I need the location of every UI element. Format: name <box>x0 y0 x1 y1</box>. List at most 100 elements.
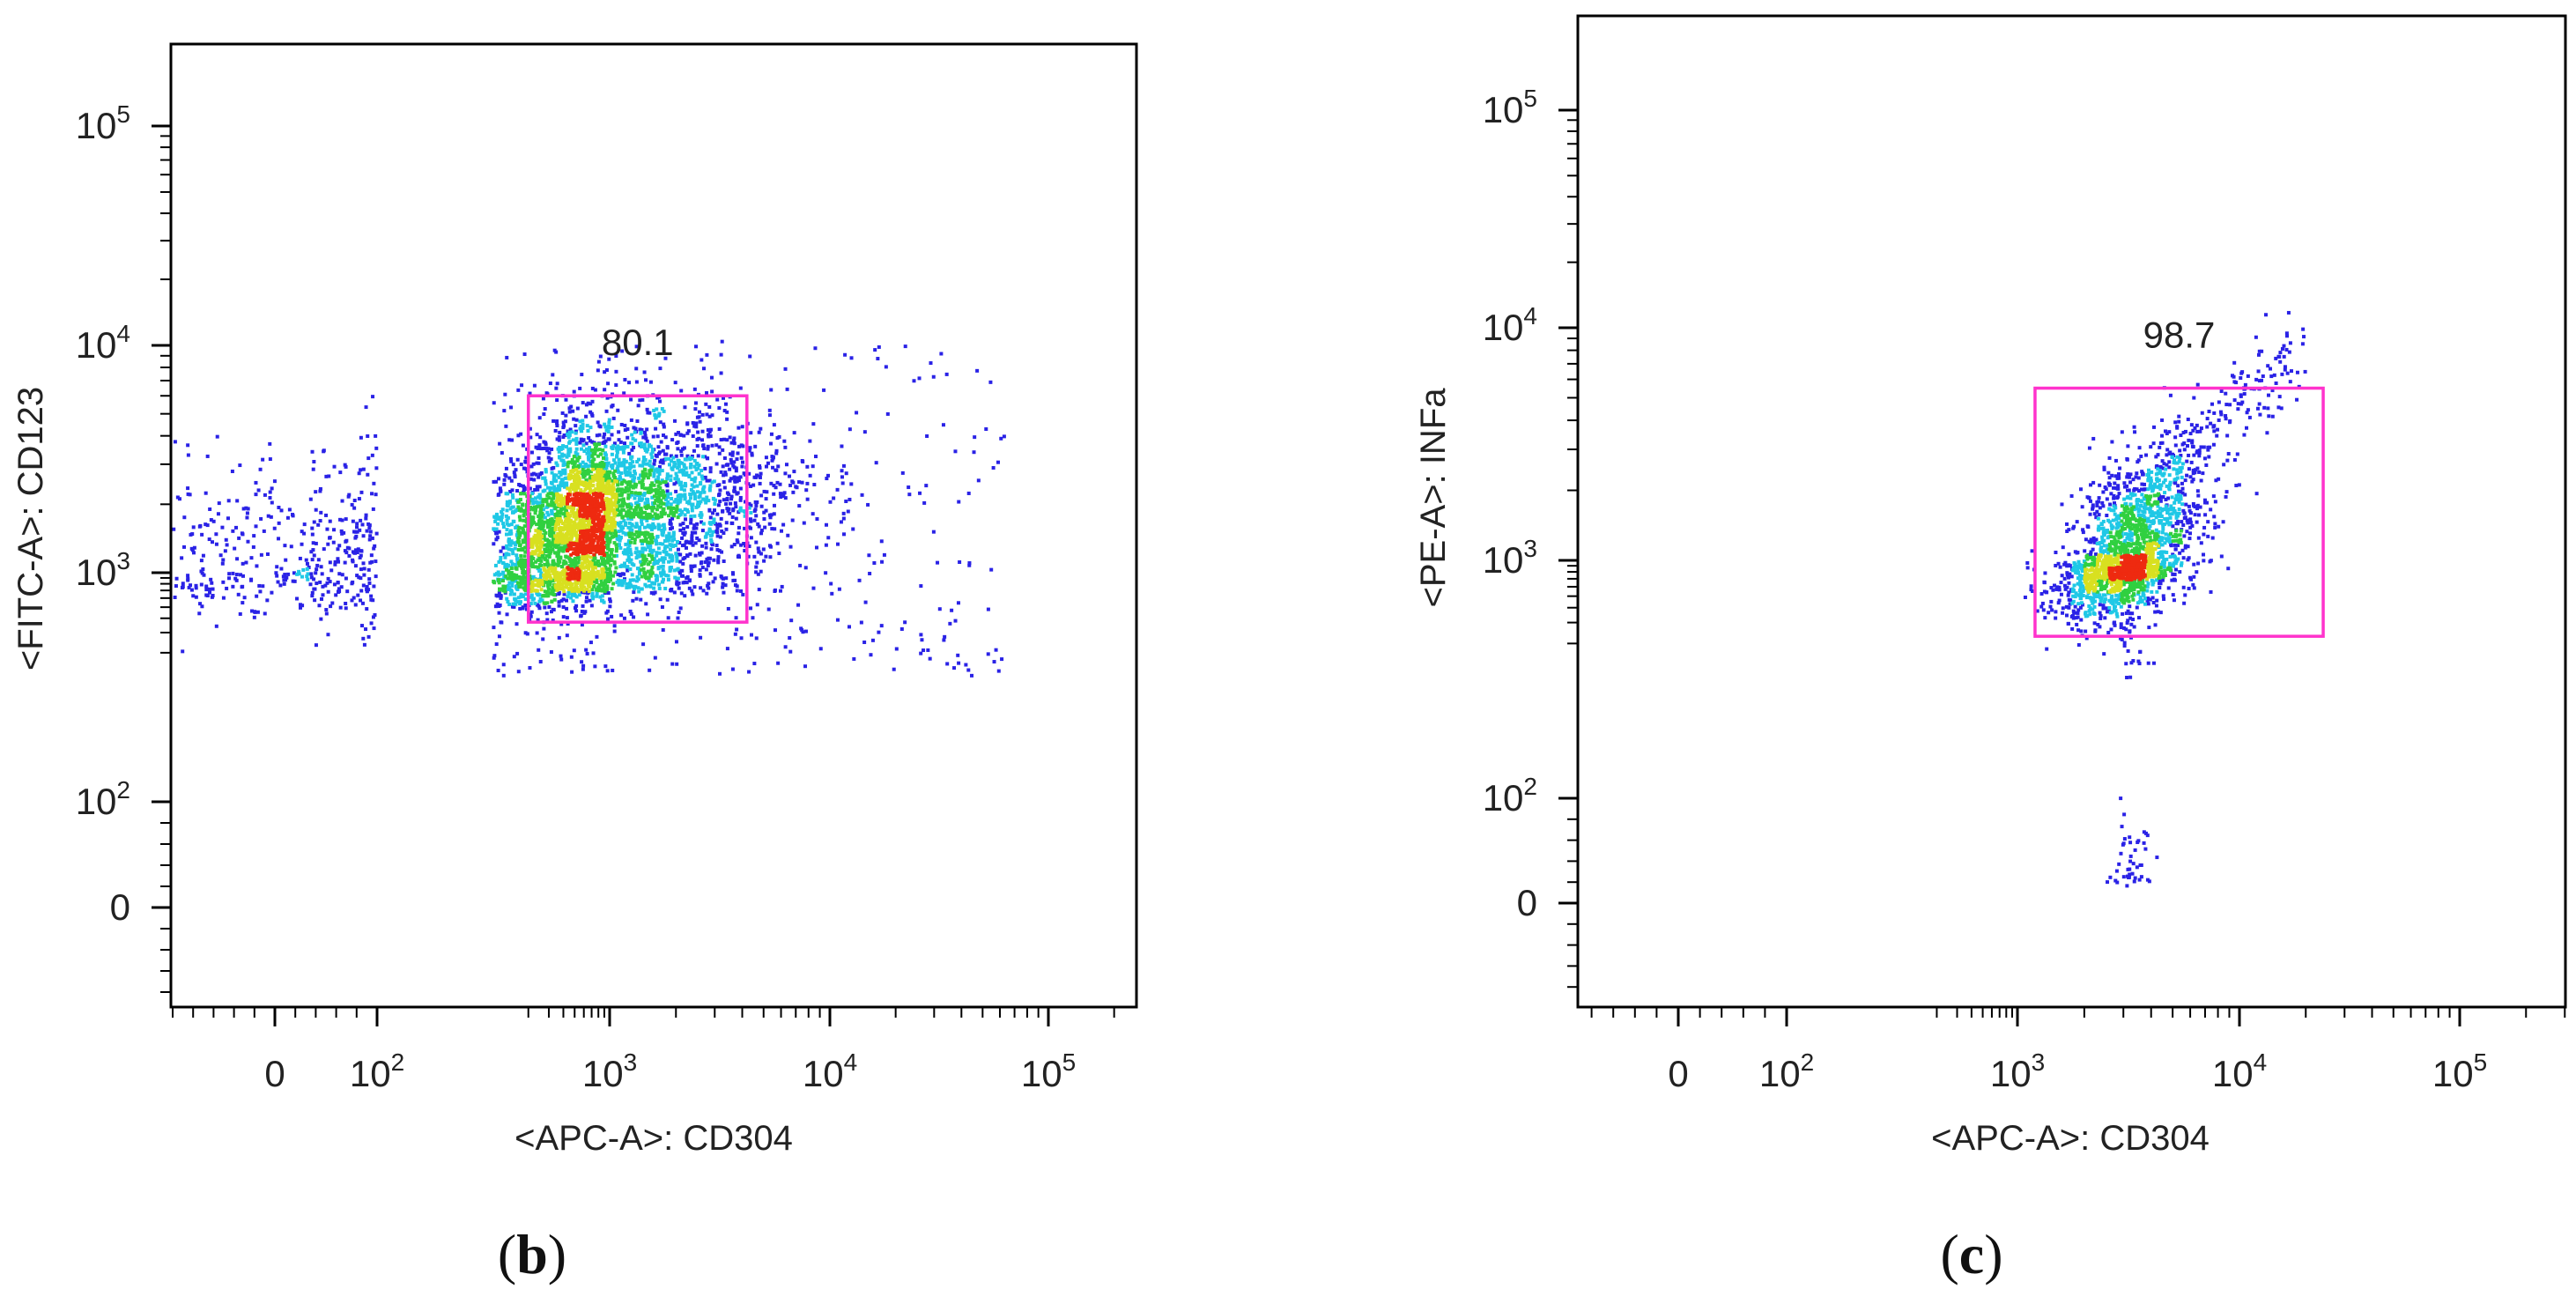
event-point <box>503 392 507 396</box>
event-point <box>622 616 626 620</box>
event-point <box>571 502 575 507</box>
event-point <box>764 464 768 469</box>
event-point <box>524 504 529 508</box>
event-point <box>362 642 366 647</box>
event-point <box>318 580 322 584</box>
event-point <box>576 478 581 482</box>
event-point <box>177 497 181 501</box>
event-point <box>602 435 606 440</box>
event-point <box>512 573 516 577</box>
event-point <box>663 356 668 360</box>
event-point <box>514 579 518 583</box>
event-point <box>524 584 529 589</box>
event-point <box>546 513 551 517</box>
event-point <box>600 589 604 593</box>
event-point <box>662 557 666 561</box>
event-point <box>221 596 226 600</box>
event-point <box>202 573 206 577</box>
event-point <box>574 609 579 613</box>
event-point <box>707 560 711 565</box>
event-point <box>557 519 561 523</box>
event-point <box>308 582 313 587</box>
event-point <box>597 583 602 588</box>
event-point <box>235 557 240 561</box>
event-point <box>648 572 652 576</box>
event-point <box>752 554 757 559</box>
event-point <box>653 468 657 472</box>
event-point <box>189 583 193 588</box>
event-point <box>272 526 277 530</box>
event-point <box>596 494 601 499</box>
event-point <box>868 571 872 575</box>
event-point <box>581 536 586 540</box>
event-point <box>611 466 615 470</box>
event-point <box>797 480 802 485</box>
event-point <box>590 448 595 452</box>
event-point <box>544 500 549 504</box>
event-point <box>616 444 620 448</box>
event-point <box>672 537 677 542</box>
event-point <box>625 445 630 449</box>
event-point <box>633 532 637 537</box>
event-point <box>590 440 595 444</box>
event-point <box>300 574 304 579</box>
event-point <box>701 522 706 526</box>
event-point <box>762 559 766 563</box>
event-point <box>498 603 502 607</box>
event-point <box>805 481 810 485</box>
event-point <box>551 537 556 541</box>
event-point <box>660 580 664 584</box>
event-point <box>546 485 551 490</box>
event-point <box>659 440 663 444</box>
event-point <box>605 470 610 474</box>
event-point <box>598 509 603 514</box>
event-point <box>587 578 591 582</box>
event-point <box>245 515 249 520</box>
event-point <box>986 607 990 611</box>
event-point <box>731 507 736 511</box>
event-point <box>575 576 580 581</box>
event-point <box>588 598 592 603</box>
event-point <box>249 577 254 582</box>
event-point <box>549 480 553 485</box>
event-point <box>593 566 597 570</box>
event-point <box>364 513 368 517</box>
event-point <box>701 497 706 501</box>
event-point <box>580 542 584 546</box>
event-point <box>692 494 697 499</box>
event-point <box>674 471 678 476</box>
event-point <box>707 499 711 503</box>
event-point <box>557 548 561 552</box>
event-point <box>843 352 848 357</box>
event-point <box>737 444 742 448</box>
event-point <box>558 587 562 591</box>
event-point <box>544 482 548 486</box>
event-point <box>344 606 348 611</box>
event-point <box>306 572 310 576</box>
event-point <box>611 444 616 448</box>
event-point <box>743 472 747 477</box>
event-point <box>639 597 643 602</box>
event-point <box>581 550 586 554</box>
event-point <box>635 553 640 558</box>
event-point <box>857 578 862 582</box>
event-point <box>681 470 685 475</box>
event-point <box>650 515 655 519</box>
event-point <box>835 618 840 622</box>
event-point <box>539 559 544 563</box>
event-point <box>576 463 581 468</box>
event-point <box>698 501 702 506</box>
event-point <box>678 571 683 575</box>
event-point <box>609 548 613 552</box>
event-point <box>639 559 643 564</box>
event-point <box>181 582 185 586</box>
event-point <box>602 464 606 469</box>
event-point <box>631 460 635 464</box>
event-point <box>566 580 571 584</box>
event-point <box>524 467 529 471</box>
event-point <box>550 599 554 604</box>
event-point <box>563 573 567 577</box>
event-point <box>627 533 632 537</box>
event-point <box>245 511 249 515</box>
event-point <box>574 532 578 537</box>
